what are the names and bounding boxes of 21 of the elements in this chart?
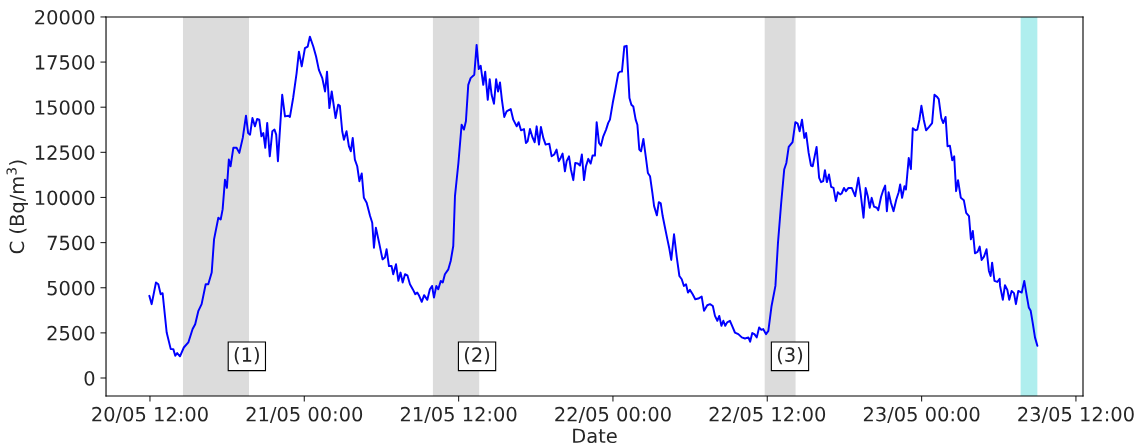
- y-tick-label: 5000: [47, 280, 95, 296]
- annotation: (1): [234, 346, 259, 365]
- x-tick-label: 23/05 00:00: [863, 406, 980, 424]
- x-tick-label: 21/05 00:00: [246, 406, 363, 424]
- x-tick-label: 22/05 12:00: [709, 406, 826, 424]
- x-tick-label: 20/05 12:00: [92, 406, 208, 424]
- x-tick-label: 21/05 12:00: [400, 406, 517, 424]
- x-tick-label: 23/05 12:00: [1018, 406, 1134, 424]
- annotation: (2): [464, 346, 490, 365]
- y-axis-title: C (Bq/m$^{3}$): [6, 160, 28, 254]
- x-axis-title: Date: [573, 428, 617, 444]
- y-tick-label: 2500: [47, 325, 95, 341]
- y-tick-label: 7500: [47, 235, 95, 251]
- y-tick-label: 20000: [35, 9, 95, 25]
- y-tick-label: 17500: [35, 55, 95, 70]
- y-tick-label: 10000: [35, 190, 95, 206]
- annotation: (3): [777, 346, 803, 365]
- y-tick-label: 12500: [35, 145, 95, 160]
- x-tick-label: 22/05 00:00: [555, 406, 671, 424]
- y-tick-label: 0: [84, 370, 95, 386]
- y-tick-label: 15000: [35, 100, 95, 115]
